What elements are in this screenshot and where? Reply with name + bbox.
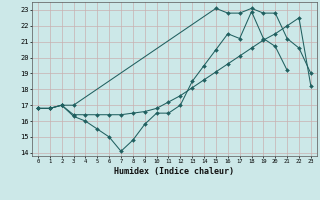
- X-axis label: Humidex (Indice chaleur): Humidex (Indice chaleur): [115, 167, 234, 176]
